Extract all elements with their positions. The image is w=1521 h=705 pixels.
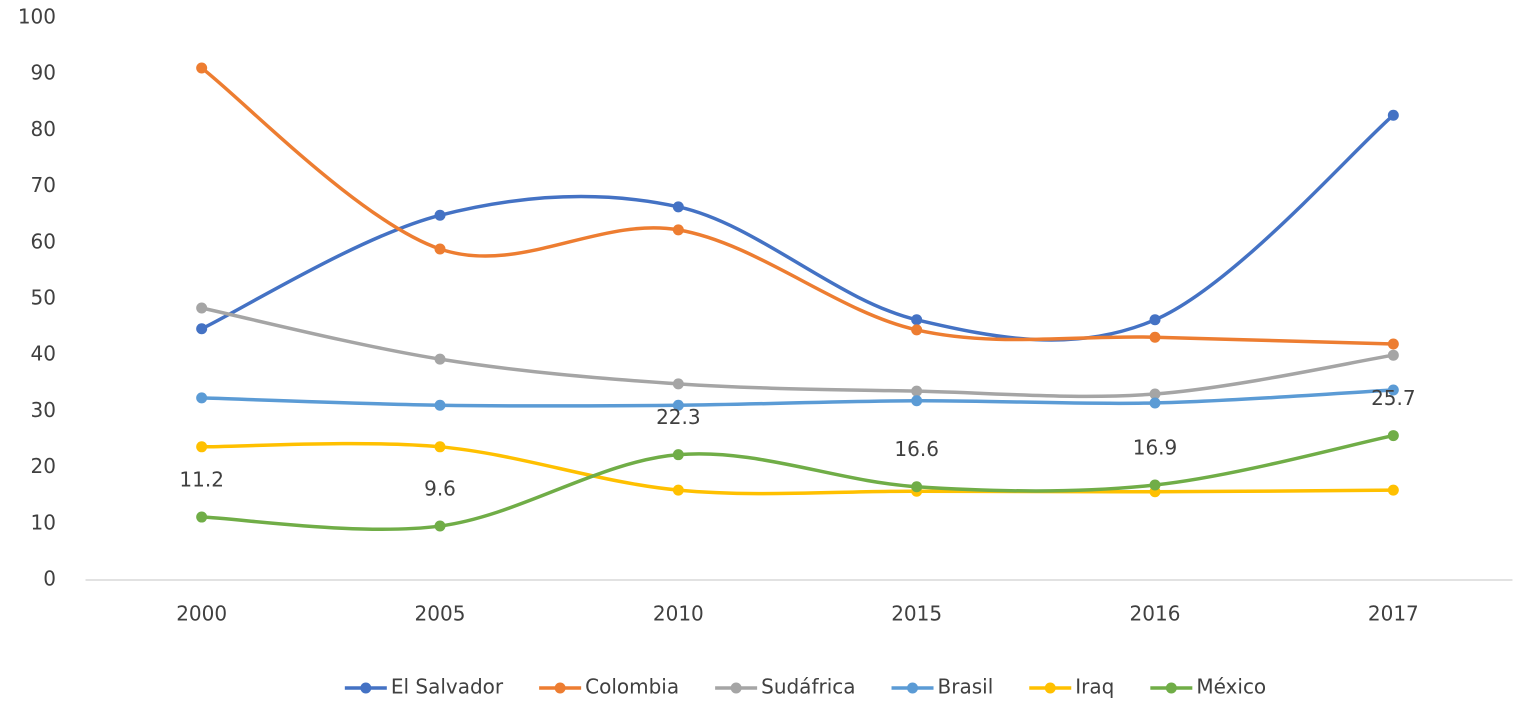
data-point	[911, 324, 923, 336]
data-label: 25.7	[1371, 386, 1416, 410]
data-point	[911, 314, 923, 326]
legend-marker	[1044, 682, 1056, 694]
data-label: 22.3	[656, 405, 701, 429]
data-point	[1149, 479, 1161, 491]
data-point	[911, 385, 923, 397]
data-point	[672, 484, 684, 496]
legend: El Salvador Colombia Sudáfrica Brasil Iraq Mé…	[344, 675, 1266, 699]
x-tick-label: 2015	[891, 602, 942, 626]
data-point	[911, 395, 923, 407]
legend-label: Sudáfrica	[761, 675, 855, 699]
legend-marker	[1165, 682, 1177, 694]
y-tick-label: 80	[31, 117, 56, 141]
y-tick-label: 90	[31, 61, 56, 85]
data-point	[1387, 384, 1399, 396]
series-line	[201, 433, 1394, 531]
legend-marker	[730, 682, 742, 694]
series-line	[200, 66, 1394, 346]
data-point	[1387, 338, 1399, 350]
data-point	[196, 392, 208, 404]
data-point	[434, 353, 446, 365]
data-point	[672, 224, 684, 236]
data-label: 16.6	[894, 437, 939, 461]
y-tick-label: 20	[31, 454, 56, 478]
data-point	[1149, 397, 1161, 409]
legend-marker	[907, 682, 919, 694]
series-line	[201, 306, 1394, 399]
data-point	[1387, 349, 1399, 361]
legend-label: México	[1196, 675, 1266, 699]
series-line	[200, 113, 1395, 342]
data-point	[196, 441, 208, 453]
x-tick-label: 2005	[415, 602, 466, 626]
data-point	[672, 449, 684, 461]
data-point	[1387, 484, 1399, 496]
data-point	[1149, 331, 1161, 343]
y-tick-label: 60	[31, 229, 56, 253]
legend-label: Iraq	[1075, 675, 1114, 699]
data-point	[672, 399, 684, 411]
legend-marker	[360, 682, 372, 694]
data-point	[196, 62, 208, 74]
legend-label: Colombia	[585, 675, 679, 699]
y-tick-label: 0	[43, 567, 56, 591]
data-point	[911, 481, 923, 493]
y-tick-label: 40	[31, 342, 56, 366]
legend-label: Brasil	[938, 675, 994, 699]
x-tick-label: 2016	[1130, 602, 1181, 626]
data-point	[1149, 314, 1161, 326]
legend-label: El Salvador	[391, 675, 504, 699]
y-tick-label: 70	[31, 173, 56, 197]
data-point	[672, 378, 684, 390]
series-line	[201, 441, 1394, 496]
x-tick-label: 2017	[1368, 602, 1419, 626]
y-tick-label: 100	[18, 5, 56, 29]
y-tick-label: 10	[31, 510, 56, 534]
data-point	[196, 511, 208, 523]
data-point	[196, 323, 208, 335]
data-point	[434, 520, 446, 532]
y-tick-label: 50	[31, 286, 56, 310]
data-label: 16.9	[1133, 436, 1178, 460]
data-point	[1387, 430, 1399, 442]
data-point	[1149, 388, 1161, 400]
data-point	[434, 209, 446, 221]
data-point	[434, 441, 446, 453]
data-point	[672, 201, 684, 213]
data-point	[196, 302, 208, 314]
data-label: 11.2	[179, 468, 224, 492]
data-label: 9.6	[424, 477, 456, 501]
legend-marker	[554, 682, 566, 694]
y-tick-label: 30	[31, 398, 56, 422]
data-point	[1387, 109, 1399, 121]
data-point	[434, 399, 446, 411]
x-tick-label: 2000	[176, 602, 227, 626]
series-line	[201, 388, 1394, 408]
data-point	[434, 243, 446, 255]
x-tick-label: 2010	[653, 602, 704, 626]
